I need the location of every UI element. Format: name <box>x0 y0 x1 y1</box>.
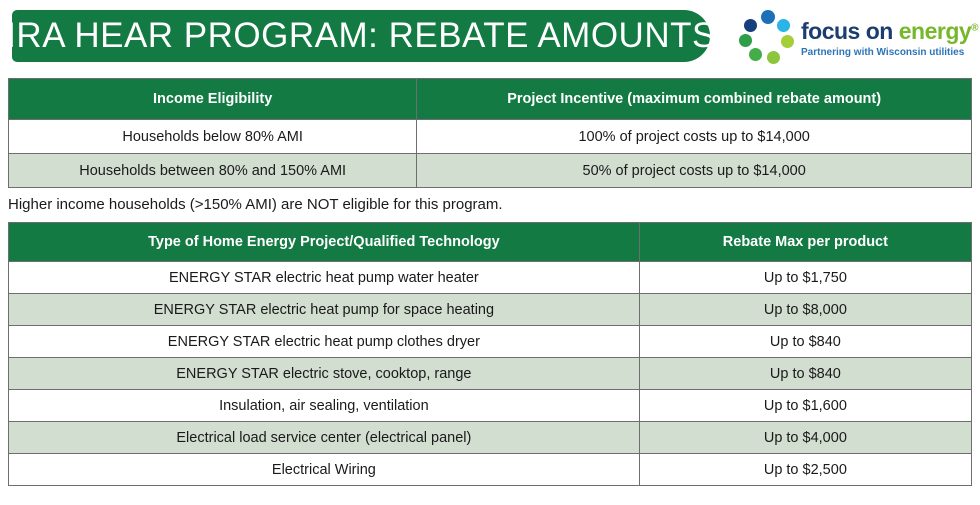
logo-word-focus: focus <box>801 18 860 44</box>
incentive-cell: 50% of project costs up to $14,000 <box>416 153 972 188</box>
incentive-cell: 100% of project costs up to $14,000 <box>416 119 972 154</box>
rebate-max-cell: Up to $1,750 <box>638 261 973 294</box>
registered-mark: ® <box>971 22 979 34</box>
table-header-row: Type of Home Energy Project/Qualified Te… <box>8 222 973 262</box>
project-type-cell: Electrical Wiring <box>8 453 640 486</box>
table-row: ENERGY STAR electric heat pump for space… <box>8 293 973 326</box>
rebate-max-cell: Up to $2,500 <box>638 453 973 486</box>
logo-dot-navy <box>744 19 757 32</box>
table-header-row: Income Eligibility Project Incentive (ma… <box>7 78 972 120</box>
project-type-cell: ENERGY STAR electric heat pump for space… <box>8 293 640 326</box>
logo-dot-green2 <box>749 48 762 61</box>
project-type-cell: ENERGY STAR electric heat pump water hea… <box>8 261 640 294</box>
rebate-max-cell: Up to $840 <box>638 325 973 358</box>
logo-wordmark: focus on energy® <box>801 18 979 44</box>
logo-dots-icon <box>737 10 801 64</box>
table-row: Insulation, air sealing, ventilation Up … <box>8 389 973 422</box>
table-row: Households between 80% and 150% AMI 50% … <box>7 153 972 188</box>
project-type-cell: ENERGY STAR electric heat pump clothes d… <box>8 325 640 358</box>
logo-word-on: on <box>865 18 894 44</box>
rebate-max-cell: Up to $840 <box>638 357 973 390</box>
logo-dot-lime2 <box>767 51 780 64</box>
project-type-cell: ENERGY STAR electric stove, cooktop, ran… <box>8 357 640 390</box>
rebate-max-header: Rebate Max per product <box>638 222 973 262</box>
page-title: IRA HEAR PROGRAM: REBATE AMOUNTS <box>6 16 716 55</box>
income-tier-cell: Households between 80% and 150% AMI <box>7 153 418 188</box>
rebate-max-cell: Up to $4,000 <box>638 421 973 454</box>
focus-on-energy-logo: focus on energy® Partnering with Wiscons… <box>735 6 979 66</box>
title-banner: IRA HEAR PROGRAM: REBATE AMOUNTS <box>6 10 715 62</box>
income-tier-cell: Households below 80% AMI <box>7 119 418 154</box>
eligibility-note: Higher income households (>150% AMI) are… <box>8 196 503 213</box>
rebate-max-cell: Up to $1,600 <box>638 389 973 422</box>
income-eligibility-table: Income Eligibility Project Incentive (ma… <box>7 78 972 188</box>
logo-dot-lime <box>781 35 794 48</box>
table-row: Households below 80% AMI 100% of project… <box>7 119 972 154</box>
logo-dot-cyan <box>777 19 790 32</box>
logo-dot-green <box>739 34 752 47</box>
project-type-cell: Insulation, air sealing, ventilation <box>8 389 640 422</box>
table-row: Electrical Wiring Up to $2,500 <box>8 453 973 486</box>
project-type-header: Type of Home Energy Project/Qualified Te… <box>8 222 640 262</box>
rebate-amounts-table: Type of Home Energy Project/Qualified Te… <box>8 222 973 486</box>
project-type-cell: Electrical load service center (electric… <box>8 421 640 454</box>
project-incentive-header: Project Incentive (maximum combined reba… <box>416 78 972 120</box>
table-row: ENERGY STAR electric stove, cooktop, ran… <box>8 357 973 390</box>
table-row: Electrical load service center (electric… <box>8 421 973 454</box>
table-row: ENERGY STAR electric heat pump water hea… <box>8 261 973 294</box>
rebate-max-cell: Up to $8,000 <box>638 293 973 326</box>
logo-text-block: focus on energy® Partnering with Wiscons… <box>801 18 979 59</box>
table-row: ENERGY STAR electric heat pump clothes d… <box>8 325 973 358</box>
income-eligibility-header: Income Eligibility <box>7 78 418 120</box>
logo-dot-blue <box>761 10 775 24</box>
logo-tagline: Partnering with Wisconsin utilities <box>801 47 965 58</box>
logo-word-energy: energy <box>898 18 972 44</box>
